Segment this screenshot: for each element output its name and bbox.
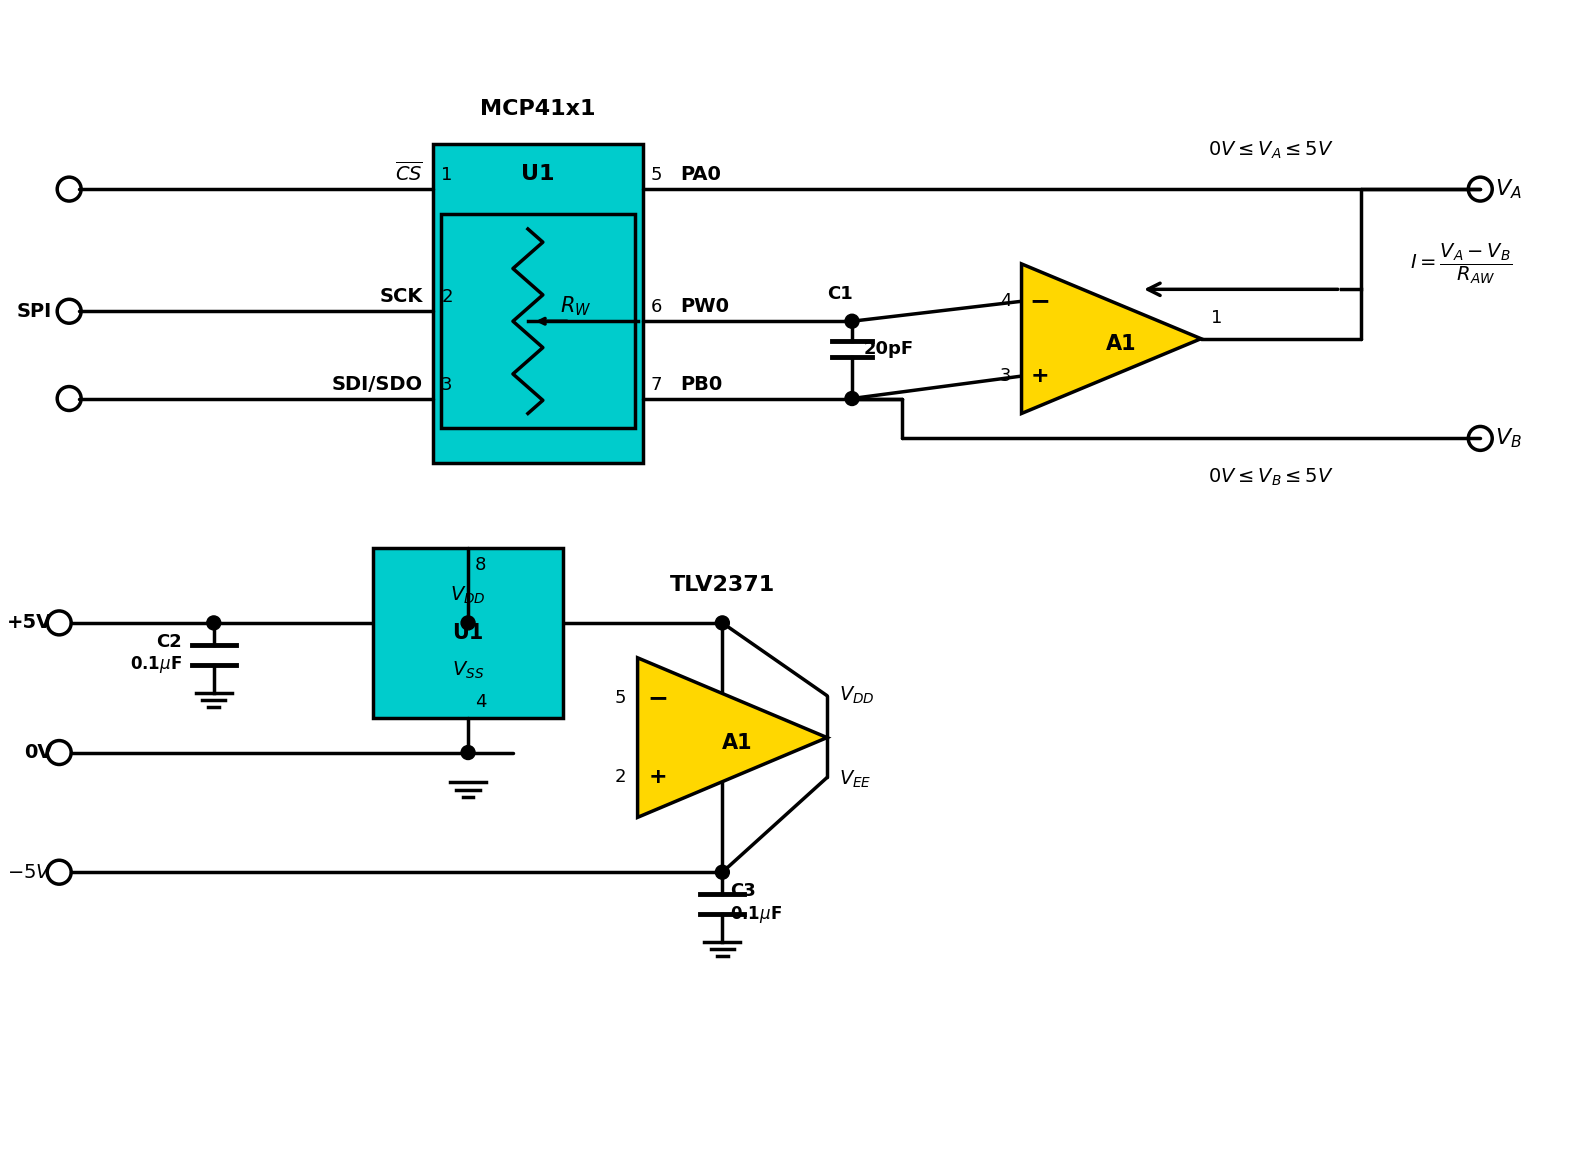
Text: 4: 4 [474,692,487,711]
Text: U1: U1 [452,623,484,643]
Text: U1: U1 [522,164,555,184]
Text: $V_A$: $V_A$ [1496,177,1522,201]
Text: $V_{EE}$: $V_{EE}$ [838,768,872,791]
Text: $-5V$: $-5V$ [6,862,52,882]
Text: 20pF: 20pF [864,340,914,358]
Text: 2: 2 [615,768,626,786]
Text: 6: 6 [651,298,662,317]
Text: A1: A1 [722,733,753,753]
Polygon shape [638,658,827,818]
Text: −: − [648,686,668,710]
Text: $V_B$: $V_B$ [1496,427,1522,450]
Text: 0V: 0V [24,743,52,762]
Circle shape [462,746,474,760]
Text: 5: 5 [651,167,662,184]
Text: 0.1$\mu$F: 0.1$\mu$F [129,655,181,676]
Text: $V_{SS}$: $V_{SS}$ [452,659,484,680]
Text: SCK: SCK [380,287,424,306]
Text: 3: 3 [1001,367,1012,385]
Circle shape [206,616,221,630]
Text: +: + [648,767,667,787]
Text: A1: A1 [1106,333,1136,354]
Text: 1: 1 [1210,308,1223,327]
FancyBboxPatch shape [374,548,563,718]
Text: PW0: PW0 [681,297,730,317]
Text: SPI: SPI [17,301,52,320]
Text: MCP41x1: MCP41x1 [481,100,596,120]
Text: $\overline{CS}$: $\overline{CS}$ [396,161,424,184]
Text: −: − [1029,290,1050,313]
Text: 7: 7 [651,375,662,393]
Circle shape [716,616,730,630]
Text: +5V: +5V [6,613,52,632]
Circle shape [845,392,859,406]
Text: C3: C3 [730,882,756,900]
Text: 1: 1 [441,167,452,184]
Circle shape [845,314,859,328]
Text: +: + [1031,366,1048,386]
Text: 2: 2 [441,289,452,306]
Text: 0.1$\mu$F: 0.1$\mu$F [730,903,782,924]
Text: 4: 4 [1001,292,1012,311]
Polygon shape [1021,264,1201,413]
Text: C1: C1 [827,285,853,304]
Circle shape [462,616,474,630]
Text: 3: 3 [441,375,452,393]
Text: SDI/SDO: SDI/SDO [333,374,424,393]
Text: $I = \dfrac{V_A - V_B}{R_{AW}}$: $I = \dfrac{V_A - V_B}{R_{AW}}$ [1411,242,1513,286]
Text: $R_W$: $R_W$ [559,294,591,318]
Circle shape [716,866,730,880]
Text: $0V \leq V_B \leq 5V$: $0V \leq V_B \leq 5V$ [1207,467,1333,488]
Text: 5: 5 [615,689,626,706]
Text: $0V \leq V_A \leq 5V$: $0V \leq V_A \leq 5V$ [1207,140,1333,161]
FancyBboxPatch shape [433,144,643,463]
FancyBboxPatch shape [441,213,635,428]
Text: TLV2371: TLV2371 [670,575,775,595]
Text: PB0: PB0 [681,374,723,393]
Text: 8: 8 [474,556,487,574]
Text: C2: C2 [156,633,181,651]
Text: PA0: PA0 [681,165,722,184]
Text: $V_{DD}$: $V_{DD}$ [451,585,485,606]
Text: $V_{DD}$: $V_{DD}$ [838,685,875,706]
